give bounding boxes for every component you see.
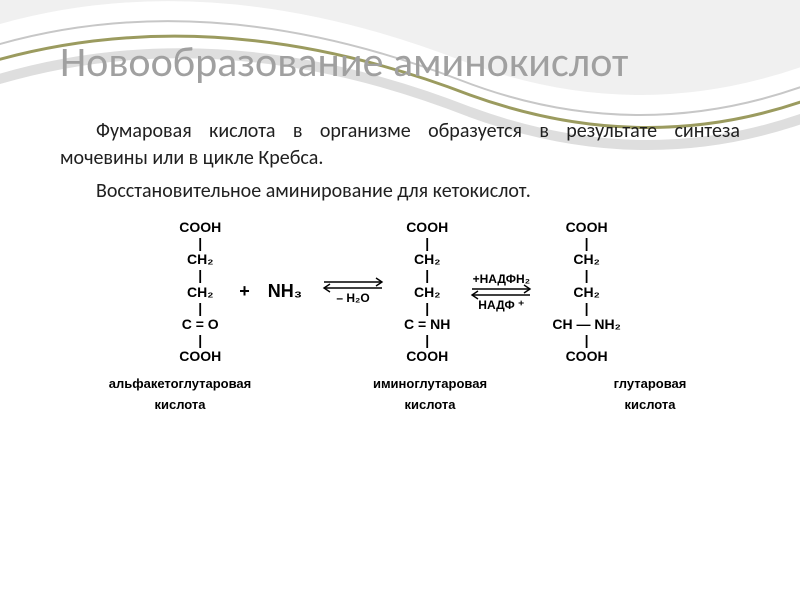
molecule-2: COOH|CH₂|CH₂|C = NH|COOH	[404, 219, 450, 364]
slide-title: Новообразование аминокислот	[60, 40, 740, 86]
arrow-2: +НАДФН₂ НАДФ ⁺	[468, 272, 534, 312]
plus-operator: +	[239, 281, 250, 302]
reagent-nh3: NH₃	[268, 281, 302, 302]
label-3: глутароваякислота	[560, 374, 740, 416]
arrow-1: – H₂O	[320, 279, 386, 305]
paragraph-1: Фумаровая кислота в организме образуется…	[60, 118, 740, 172]
label-2: иминоглутароваякислота	[300, 374, 560, 416]
paragraph-2: Восстановительное аминирование для кеток…	[60, 178, 740, 205]
label-1: альфакетоглутароваякислота	[60, 374, 300, 416]
molecule-1: COOH|CH₂|CH₂|C = O|COOH	[179, 219, 221, 364]
molecule-3: COOH|CH₂|CH₂|CH — NH₂|COOH	[552, 219, 620, 364]
reaction-diagram: COOH|CH₂|CH₂|C = O|COOH + NH₃ – H₂O COOH…	[60, 219, 740, 415]
